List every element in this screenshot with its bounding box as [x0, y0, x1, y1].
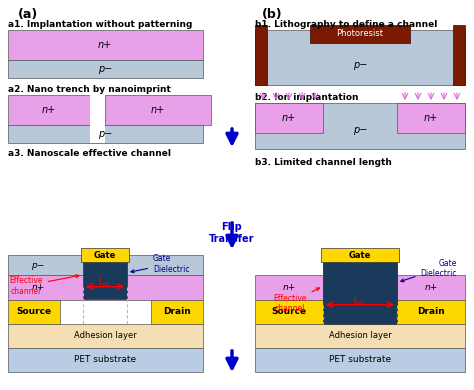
- Bar: [90, 125, 105, 143]
- Bar: [255, 30, 465, 85]
- Bar: [255, 275, 323, 300]
- Bar: [310, 25, 410, 43]
- Text: Flip
Transfer: Flip Transfer: [209, 222, 255, 244]
- Text: p−: p−: [98, 64, 112, 74]
- Bar: [8, 255, 203, 275]
- Text: Gate
Dielectric: Gate Dielectric: [131, 254, 190, 273]
- Bar: [323, 255, 397, 295]
- Text: n+: n+: [424, 113, 438, 123]
- Text: Drain: Drain: [417, 307, 445, 317]
- Text: a2. Nano trench by nanoimprint: a2. Nano trench by nanoimprint: [8, 85, 171, 94]
- Text: b3. Limited channel length: b3. Limited channel length: [255, 158, 392, 167]
- Bar: [397, 300, 465, 324]
- Text: n+: n+: [283, 283, 296, 292]
- Bar: [105, 95, 211, 125]
- Bar: [255, 348, 465, 372]
- Bar: [8, 348, 203, 372]
- Bar: [8, 125, 203, 143]
- Text: $L_{ch}$: $L_{ch}$: [354, 294, 366, 307]
- Text: n+: n+: [424, 283, 438, 292]
- Bar: [151, 300, 203, 324]
- Bar: [8, 95, 90, 125]
- Bar: [90, 95, 105, 125]
- Text: p−: p−: [31, 261, 45, 269]
- Text: Gate
Dielectric: Gate Dielectric: [401, 259, 457, 282]
- Text: Drain: Drain: [163, 307, 191, 317]
- Text: n+: n+: [151, 105, 165, 115]
- Text: $L_{ch}$: $L_{ch}$: [99, 277, 111, 289]
- Bar: [8, 300, 60, 324]
- Bar: [8, 275, 203, 300]
- Text: p−: p−: [354, 271, 366, 280]
- Bar: [8, 60, 203, 78]
- Bar: [397, 103, 465, 133]
- Bar: [397, 275, 465, 300]
- Text: n+: n+: [98, 40, 112, 50]
- Text: n+: n+: [42, 105, 56, 115]
- Bar: [81, 248, 129, 262]
- Text: n+: n+: [31, 283, 45, 292]
- Text: Gate: Gate: [94, 250, 116, 259]
- Text: p−: p−: [98, 129, 112, 139]
- Bar: [323, 255, 397, 324]
- Bar: [321, 248, 399, 262]
- Text: PET substrate: PET substrate: [74, 356, 136, 365]
- Text: PET substrate: PET substrate: [329, 356, 391, 365]
- Bar: [8, 30, 203, 60]
- Bar: [453, 25, 465, 85]
- Text: a1. Implantation without patterning: a1. Implantation without patterning: [8, 20, 192, 29]
- Text: (b): (b): [262, 8, 283, 21]
- Bar: [255, 103, 323, 133]
- Text: Photoresist: Photoresist: [337, 30, 383, 39]
- Text: b1. Lithography to define a channel: b1. Lithography to define a channel: [255, 20, 438, 29]
- Text: a3. Nanoscale effective channel: a3. Nanoscale effective channel: [8, 149, 171, 158]
- Bar: [255, 103, 465, 149]
- Text: Effective
channel: Effective channel: [273, 288, 319, 313]
- Bar: [255, 324, 465, 348]
- Bar: [8, 324, 203, 348]
- Text: n+: n+: [282, 113, 296, 123]
- Text: Gate: Gate: [349, 250, 371, 259]
- Text: Source: Source: [17, 307, 52, 317]
- Text: Adhesion layer: Adhesion layer: [328, 332, 392, 340]
- Text: Effective
channel: Effective channel: [9, 275, 79, 296]
- Text: b2. Ion implantation: b2. Ion implantation: [255, 93, 358, 102]
- Text: Adhesion layer: Adhesion layer: [73, 332, 137, 340]
- Bar: [83, 255, 127, 299]
- Text: Source: Source: [272, 307, 307, 317]
- Text: p−: p−: [353, 60, 367, 70]
- Text: (a): (a): [18, 8, 38, 21]
- Text: p−: p−: [353, 125, 367, 135]
- Bar: [255, 300, 323, 324]
- Bar: [255, 25, 267, 85]
